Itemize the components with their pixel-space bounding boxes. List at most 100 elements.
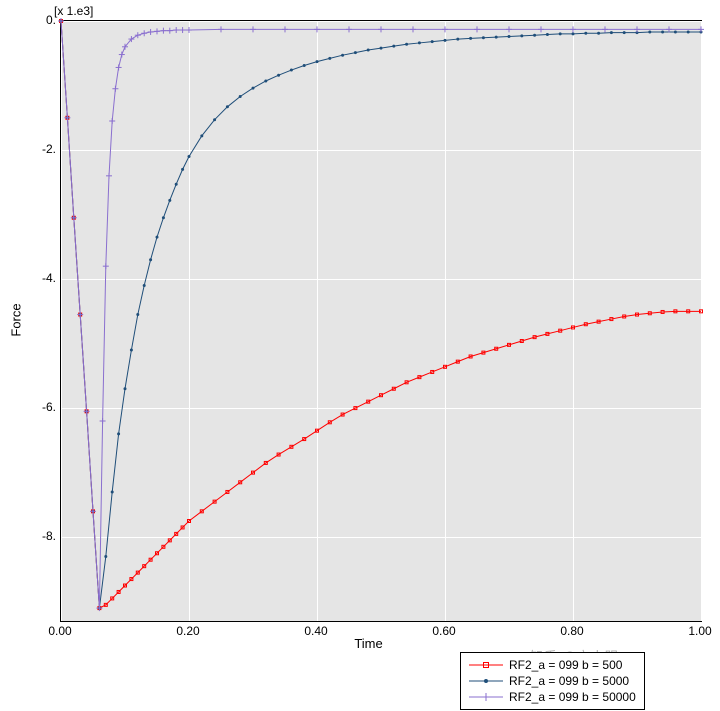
legend-label: RF2_a = 099 b = 50000	[509, 690, 636, 704]
series-marker	[130, 349, 133, 352]
legend-row: RF2_a = 099 b = 50000	[469, 689, 636, 705]
series-marker	[213, 118, 216, 121]
legend-label: RF2_a = 099 b = 5000	[509, 674, 629, 688]
series-marker	[64, 115, 70, 121]
series-marker	[277, 74, 280, 77]
series-marker	[405, 43, 408, 46]
series-marker	[442, 26, 448, 32]
x-tick-label: 0.40	[304, 624, 327, 638]
series-marker	[117, 432, 120, 435]
series-marker	[623, 31, 626, 34]
series-marker	[546, 33, 549, 36]
series-marker	[77, 312, 83, 318]
legend-swatch	[469, 691, 503, 703]
series-svg	[61, 21, 701, 621]
series-marker	[218, 26, 224, 32]
y-tick-label: -2.	[30, 142, 56, 156]
series-marker	[104, 555, 107, 558]
y-tick-label: 0.	[30, 13, 56, 27]
series-marker	[533, 34, 536, 37]
y-axis-label: Force	[9, 303, 24, 336]
series-marker	[200, 134, 203, 137]
series-marker	[252, 87, 255, 90]
series-marker	[380, 47, 383, 50]
series-marker	[431, 40, 434, 43]
series-marker	[456, 38, 459, 41]
legend-swatch	[469, 675, 503, 687]
series-marker	[167, 28, 173, 34]
series-marker	[168, 199, 171, 202]
y-tick-label: -6.	[30, 400, 56, 414]
series-marker	[136, 313, 139, 316]
series-marker	[597, 32, 600, 35]
series-line	[61, 21, 701, 608]
series-marker	[112, 86, 118, 92]
series-marker	[250, 26, 256, 32]
series-marker	[226, 105, 229, 108]
series-marker	[124, 387, 127, 390]
series-marker	[634, 26, 640, 32]
y-tick-label: -4.	[30, 271, 56, 285]
series-marker	[116, 64, 122, 70]
plot-area	[60, 20, 702, 622]
series-marker	[119, 52, 125, 58]
series-marker	[106, 173, 112, 179]
series-marker	[84, 408, 90, 414]
series-marker	[538, 26, 544, 32]
x-tick-label: 0.00	[48, 624, 71, 638]
series-marker	[90, 508, 96, 514]
legend-label: RF2_a = 099 b = 500	[509, 658, 622, 672]
series-marker	[303, 64, 306, 67]
series-marker	[392, 45, 395, 48]
series-marker	[378, 26, 384, 32]
series-marker	[572, 32, 575, 35]
series-marker	[180, 27, 186, 33]
series-marker	[173, 27, 179, 33]
series-marker	[418, 41, 421, 44]
series-marker	[354, 51, 357, 54]
series-marker	[71, 215, 77, 221]
legend: RF2_a = 099 b = 500 RF2_a = 099 b = 5000 R…	[460, 652, 645, 710]
x-tick-label: 0.60	[432, 624, 455, 638]
series-marker	[264, 80, 267, 83]
series-marker	[316, 60, 319, 63]
series-marker	[103, 263, 109, 269]
series-marker	[109, 118, 115, 124]
legend-swatch	[469, 659, 503, 671]
series-marker	[661, 30, 664, 33]
series-marker	[100, 418, 106, 424]
series-marker	[687, 30, 690, 33]
series-marker	[58, 18, 64, 24]
y-exponent-label: [x 1.e3]	[54, 4, 93, 18]
series-marker	[143, 284, 146, 287]
series-marker	[135, 32, 141, 38]
series-marker	[570, 26, 576, 32]
series-marker	[469, 37, 472, 40]
series-line	[61, 21, 701, 608]
x-axis-label: Time	[354, 636, 382, 651]
series-marker	[290, 69, 293, 72]
series-marker	[602, 26, 608, 32]
legend-row: RF2_a = 099 b = 5000	[469, 673, 636, 689]
series-marker	[181, 168, 184, 171]
series-marker	[367, 49, 370, 52]
series-marker	[341, 54, 344, 57]
series-marker	[444, 39, 447, 42]
series-marker	[111, 490, 114, 493]
series-marker	[346, 26, 352, 32]
series-marker	[162, 216, 165, 219]
series-marker	[559, 32, 562, 35]
x-tick-label: 0.80	[560, 624, 583, 638]
series-marker	[508, 35, 511, 38]
series-marker	[482, 36, 485, 39]
series-marker	[328, 57, 331, 60]
series-marker	[141, 30, 147, 36]
series-line	[61, 21, 701, 608]
series-marker	[160, 28, 166, 34]
series-marker	[314, 26, 320, 32]
series-marker	[175, 183, 178, 186]
series-marker	[610, 31, 613, 34]
series-marker	[96, 605, 102, 611]
series-marker	[495, 36, 498, 39]
series-marker	[149, 258, 152, 261]
